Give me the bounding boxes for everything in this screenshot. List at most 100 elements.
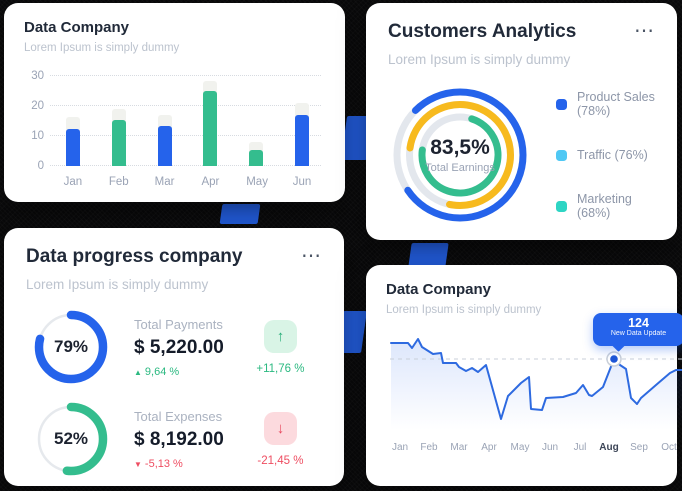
bar-chart-x-axis: Jan Feb Mar Apr May Jun	[24, 166, 325, 188]
donut-chart: 83,5% Total Earnings	[390, 85, 530, 225]
arrow-up-icon: ↑	[263, 319, 297, 353]
progress-percent: 52%	[53, 429, 89, 448]
bar-fill	[111, 119, 126, 166]
legend-label: Marketing (68%)	[577, 192, 632, 220]
chart-tooltip: 124 New Data Update	[593, 313, 682, 346]
decor-blue-band	[408, 243, 449, 267]
x-tick-label: Apr	[481, 442, 497, 453]
x-tick-label: Mar	[450, 442, 468, 453]
x-tick-label: Aug	[599, 442, 619, 453]
x-tick-label: Jan	[391, 442, 409, 453]
legend-item[interactable]: Traffic (76%)	[556, 148, 655, 162]
more-options-icon[interactable]: ⋯	[634, 20, 655, 42]
x-tick-label: Mar	[154, 176, 175, 188]
line-series	[390, 338, 682, 420]
legend-item[interactable]: Product Sales (78%)	[556, 90, 655, 118]
y-tick-label: 30	[31, 70, 44, 82]
bar-fill	[157, 125, 172, 166]
card-data-progress: Data progress company ⋯ Lorem Ipsum is s…	[4, 228, 344, 486]
ring-arc	[34, 402, 108, 476]
progress-ring: 79%	[34, 310, 108, 384]
stat-trend-percent: -21,45 %	[257, 454, 304, 467]
chart-legend: Product Sales (78%) Traffic (76%) Marketin…	[556, 90, 655, 220]
data-point-marker-dot	[610, 355, 618, 363]
bar-chart: 0 10 20 30	[24, 70, 325, 172]
bar-fill	[295, 115, 310, 166]
legend-swatch	[556, 149, 567, 161]
stat-delta: ▼ -5,13 %	[134, 457, 183, 470]
more-options-icon[interactable]: ⋯	[301, 245, 322, 267]
stat-row: 52% Total Expenses $ 8,192.00 ▼ -5,13 % ↓ -21,…	[26, 402, 322, 476]
x-tick-label: Oct	[661, 442, 677, 453]
x-tick-label: Jun	[292, 176, 312, 188]
bar-fill	[203, 91, 218, 166]
card-title: Customers Analytics	[388, 21, 577, 42]
stat-label: Total Payments	[134, 316, 223, 332]
arrow-down-icon: ↓	[263, 411, 297, 445]
stat-amount: $ 8,192.00	[134, 428, 224, 450]
bar	[203, 80, 218, 166]
card-title: Data progress company	[26, 246, 243, 267]
card-subtitle: Lorem Ipsum is simply dummy	[24, 42, 180, 54]
x-tick-label: Feb	[420, 442, 438, 453]
legend-swatch	[556, 200, 567, 212]
stat-delta: ▲ 9,64 %	[134, 365, 180, 378]
tooltip-label: New Data Update	[610, 330, 667, 337]
line-chart: 124 New Data Update Jan Feb Mar Apr May Jun Ju…	[386, 313, 682, 480]
bar	[111, 109, 126, 166]
donut-center-label: Total Earnings	[425, 162, 495, 174]
y-tick-label: 20	[31, 100, 44, 112]
progress-percent: 79%	[53, 337, 89, 356]
stat-details: Total Expenses $ 8,192.00 ▼ -5,13 %	[134, 409, 253, 470]
legend-swatch	[556, 98, 567, 110]
bar	[65, 116, 80, 166]
bar-fill	[249, 149, 264, 166]
legend-label: Traffic (76%)	[577, 148, 648, 162]
gridline	[50, 105, 321, 106]
x-tick-label: Jun	[541, 442, 559, 453]
gridline	[50, 165, 321, 166]
bar-chart-y-axis: 0 10 20 30	[24, 70, 50, 172]
stat-trend-percent: +11,76 %	[256, 362, 305, 375]
legend-label: Product Sales (78%)	[577, 90, 655, 118]
card-data-company-bars: Data Company Lorem Ipsum is simply dummy…	[4, 3, 345, 202]
bar	[249, 142, 264, 166]
triangle-down-icon: ▼	[134, 459, 142, 469]
gridline	[50, 135, 321, 136]
x-tick-label: Feb	[108, 176, 129, 188]
decor-blue-band	[219, 204, 261, 224]
y-tick-label: 0	[37, 160, 44, 172]
stat-amount: $ 5,220.00	[134, 336, 224, 358]
x-tick-label: Sep	[630, 442, 648, 453]
x-tick-label: May	[246, 176, 268, 188]
donut-ring-marketing	[418, 113, 502, 197]
donut-center-value: 83,5%	[430, 136, 490, 159]
donut-ring-product-sales	[393, 88, 527, 222]
y-tick-label: 10	[31, 130, 44, 142]
stat-row: 79% Total Payments $ 5,220.00 ▲ 9,64 % ↑ +11,7…	[26, 310, 322, 384]
gridline	[50, 75, 321, 76]
x-tick-label: Jan	[63, 176, 83, 188]
legend-item[interactable]: Marketing (68%)	[556, 192, 655, 220]
x-tick-label: Apr	[201, 176, 220, 188]
stat-trend: ↑ +11,76 %	[253, 319, 308, 375]
x-tick-label: Jul	[573, 442, 587, 453]
card-title: Data Company	[24, 19, 130, 36]
area-fill	[391, 339, 682, 430]
card-subtitle: Lorem Ipsum is simply dummy	[388, 52, 571, 67]
card-subtitle: Lorem Ipsum is simply dummy	[386, 304, 542, 316]
bar	[295, 103, 310, 166]
ring-arc	[34, 310, 108, 384]
triangle-up-icon: ▲	[134, 367, 142, 377]
card-title: Data Company	[386, 281, 492, 298]
card-customers-analytics: Customers Analytics ⋯ Lorem Ipsum is sim…	[366, 3, 677, 240]
card-subtitle: Lorem Ipsum is simply dummy	[26, 277, 209, 292]
line-chart-x-axis: Jan Feb Mar Apr May Jun Jul Aug Sep Oct	[388, 442, 682, 456]
stat-trend: ↓ -21,45 %	[253, 411, 308, 467]
stat-details: Total Payments $ 5,220.00 ▲ 9,64 %	[134, 317, 253, 378]
tooltip-value: 124	[628, 316, 649, 330]
donut-ring-traffic	[406, 101, 514, 209]
bar-chart-plot	[50, 70, 325, 166]
card-data-company-line: Data Company Lorem Ipsum is simply dummy…	[366, 265, 682, 486]
